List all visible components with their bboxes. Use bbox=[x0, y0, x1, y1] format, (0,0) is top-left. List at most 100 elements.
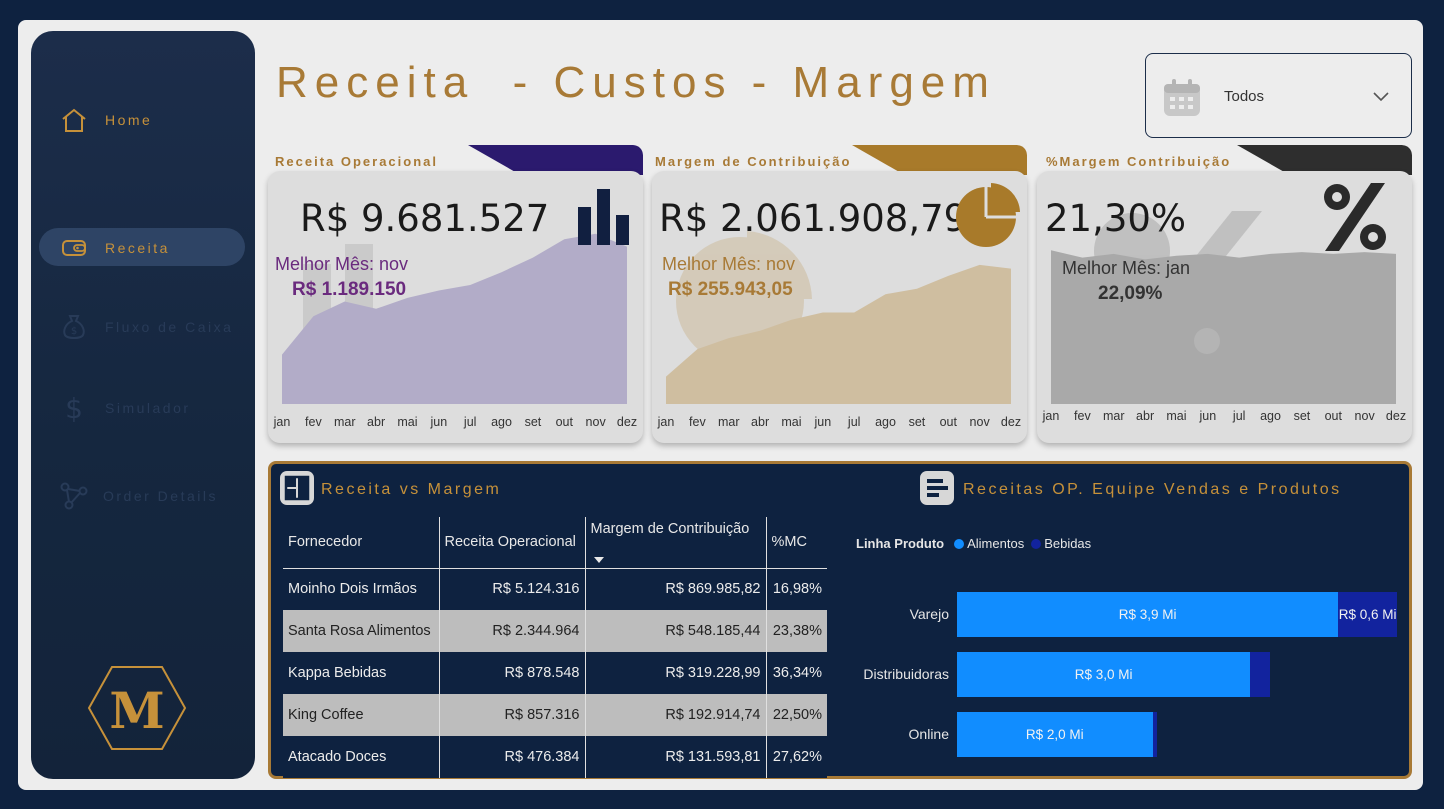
month-tick-label: jun bbox=[814, 415, 832, 429]
bar-list-icon bbox=[920, 471, 954, 505]
kpi-card-body: R$ 2.061.908,79 Melhor Mês: nov R$ 255.9… bbox=[652, 171, 1027, 443]
month-tick-label: abr bbox=[751, 415, 770, 429]
bar-bebidas-distribuidoras[interactable] bbox=[1250, 652, 1270, 697]
kpi-title: Receita Operacional bbox=[275, 154, 438, 169]
money-bag-icon: $ bbox=[59, 312, 89, 342]
kpi-best-month-value: 22,09% bbox=[1098, 283, 1163, 304]
legend-dot-alimentos bbox=[954, 538, 965, 549]
cell-fornecedor: Moinho Dois Irmãos bbox=[283, 568, 440, 610]
table-grid-icon bbox=[280, 471, 314, 505]
cell-margem: R$ 192.914,74 bbox=[585, 694, 767, 736]
month-tick-label: fev bbox=[1074, 409, 1091, 423]
month-tick-label: abr bbox=[1136, 409, 1155, 423]
cell-mc: 27,62% bbox=[766, 736, 827, 778]
month-tick-label: jun bbox=[1199, 409, 1217, 423]
cell-fornecedor: Kappa Bebidas bbox=[283, 652, 440, 694]
category-label: Distribuidoras bbox=[863, 666, 949, 682]
bar-data-label: R$ 3,0 Mi bbox=[1074, 667, 1133, 682]
page-title: Receita - Custos - Margem bbox=[276, 58, 996, 107]
bar-alimentos-online[interactable]: R$ 2,0 Mi bbox=[957, 712, 1153, 757]
table-row[interactable]: Kappa Bebidas R$ 878.548 R$ 319.228,99 36,3… bbox=[283, 652, 827, 694]
kpi-best-month-label: Melhor Mês: nov bbox=[662, 254, 796, 274]
cell-receita: R$ 2.344.964 bbox=[439, 610, 586, 652]
month-tick-label: set bbox=[908, 415, 926, 429]
category-label: Online bbox=[908, 726, 949, 742]
col-header-margem[interactable]: Margem de Contribuição bbox=[585, 517, 767, 569]
date-filter-dropdown[interactable]: Todos bbox=[1145, 53, 1412, 138]
bar-bebidas-online[interactable] bbox=[1152, 712, 1158, 757]
kpi-card-tab: Receita Operacional bbox=[268, 145, 643, 175]
bar-data-label: R$ 2,0 Mi bbox=[1025, 727, 1084, 742]
col-header-fornecedor[interactable]: Fornecedor bbox=[283, 517, 440, 569]
svg-text:$: $ bbox=[71, 326, 77, 337]
category-label: Varejo bbox=[909, 606, 949, 622]
cell-margem: R$ 319.228,99 bbox=[585, 652, 767, 694]
cell-margem: R$ 131.593,81 bbox=[585, 736, 767, 778]
month-tick-label: mai bbox=[1166, 409, 1187, 423]
company-logo: M bbox=[87, 665, 187, 751]
kpi-month-axis: jan fev mar abr mai jun jul ago set out nov dez bbox=[652, 415, 1027, 435]
nav-fluxo-de-caixa[interactable]: $ Fluxo de Caixa bbox=[31, 307, 255, 347]
kpi-value: R$ 9.681.527 bbox=[300, 197, 550, 240]
nav-fluxo-label: Fluxo de Caixa bbox=[105, 319, 234, 335]
col-header-receita[interactable]: Receita Operacional bbox=[439, 517, 586, 569]
legend-item-bebidas[interactable]: Bebidas bbox=[1031, 536, 1091, 551]
nav-simulador[interactable]: $ Simulador bbox=[31, 388, 255, 428]
nav-home[interactable]: Home bbox=[31, 100, 255, 140]
supplier-table: Fornecedor Receita Operacional Margem de… bbox=[283, 517, 827, 778]
table-row[interactable]: King Coffee R$ 857.316 R$ 192.914,74 22,50% bbox=[283, 694, 827, 736]
wallet-icon bbox=[59, 233, 89, 263]
bar-bebidas-varejo[interactable]: R$ 0,6 Mi bbox=[1338, 592, 1397, 637]
month-tick-label: dez bbox=[616, 415, 638, 429]
cell-mc: 36,34% bbox=[766, 652, 827, 694]
month-tick-label: mar bbox=[1102, 409, 1125, 423]
nodes-icon bbox=[59, 481, 89, 511]
nav-simulador-label: Simulador bbox=[105, 400, 191, 416]
bar-data-label: R$ 3,9 Mi bbox=[1118, 607, 1177, 622]
month-tick-label: out bbox=[555, 415, 573, 429]
month-tick-label: out bbox=[939, 415, 957, 429]
cell-receita: R$ 476.384 bbox=[439, 736, 586, 778]
kpi-month-axis: jan fev mar abr mai jun jul ago set out nov dez bbox=[268, 415, 643, 435]
month-tick-label: mai bbox=[781, 415, 802, 429]
table-row[interactable]: Atacado Doces R$ 476.384 R$ 131.593,81 27,6… bbox=[283, 736, 827, 778]
month-tick-label: jun bbox=[430, 415, 448, 429]
cell-mc: 16,98% bbox=[766, 568, 827, 610]
month-tick-label: fev bbox=[305, 415, 322, 429]
col-header-mc[interactable]: %MC bbox=[766, 517, 827, 569]
month-tick-label: jan bbox=[657, 415, 675, 429]
table-row[interactable]: Moinho Dois Irmãos R$ 5.124.316 R$ 869.985… bbox=[283, 568, 827, 610]
kpi-sparkline bbox=[666, 231, 1011, 404]
table-row[interactable]: Santa Rosa Alimentos R$ 2.344.964 R$ 548.1… bbox=[283, 610, 827, 652]
bar-alimentos-varejo[interactable]: R$ 3,9 Mi bbox=[957, 592, 1339, 637]
bottom-panel: Receita vs Margem Fornecedor Receita Ope… bbox=[268, 461, 1412, 779]
kpi-value: R$ 2.061.908,79 bbox=[659, 197, 968, 240]
percent-icon bbox=[1319, 181, 1391, 257]
table-header-row: Fornecedor Receita Operacional Margem de… bbox=[283, 517, 827, 569]
kpi-title: %Margem Contribuição bbox=[1046, 154, 1232, 169]
month-tick-label: mar bbox=[333, 415, 356, 429]
month-tick-label: dez bbox=[1385, 409, 1407, 423]
month-tick-label: nov bbox=[969, 415, 990, 429]
cell-mc: 23,38% bbox=[766, 610, 827, 652]
chart-legend: Linha Produto Alimentos Bebidas bbox=[856, 536, 1098, 551]
month-tick-label: ago bbox=[875, 415, 896, 429]
cell-fornecedor: Atacado Doces bbox=[283, 736, 440, 778]
kpi-card-body: R$ 9.681.527 Melhor Mês: nov R$ 1.189.15… bbox=[268, 171, 643, 443]
kpi-card-receita: Receita Operacional R$ 9.681.527 Melhor … bbox=[268, 145, 643, 443]
cell-receita: R$ 857.316 bbox=[439, 694, 586, 736]
legend-label-alimentos: Alimentos bbox=[967, 536, 1025, 551]
cell-fornecedor: Santa Rosa Alimentos bbox=[283, 610, 440, 652]
month-tick-label: jan bbox=[1042, 409, 1060, 423]
legend-item-alimentos[interactable]: Alimentos bbox=[954, 536, 1024, 551]
kpi-best-month-value: R$ 255.943,05 bbox=[668, 279, 793, 300]
nav-receita-label: Receita bbox=[105, 240, 170, 256]
legend-dot-bebidas bbox=[1031, 538, 1042, 549]
nav-receita[interactable]: Receita bbox=[31, 228, 255, 268]
month-tick-label: set bbox=[524, 415, 542, 429]
month-tick-label: jul bbox=[463, 415, 477, 429]
cell-fornecedor: King Coffee bbox=[283, 694, 440, 736]
nav-order-details[interactable]: Order Details bbox=[31, 476, 255, 516]
chevron-down-icon bbox=[1372, 88, 1390, 107]
bar-alimentos-distribuidoras[interactable]: R$ 3,0 Mi bbox=[957, 652, 1251, 697]
